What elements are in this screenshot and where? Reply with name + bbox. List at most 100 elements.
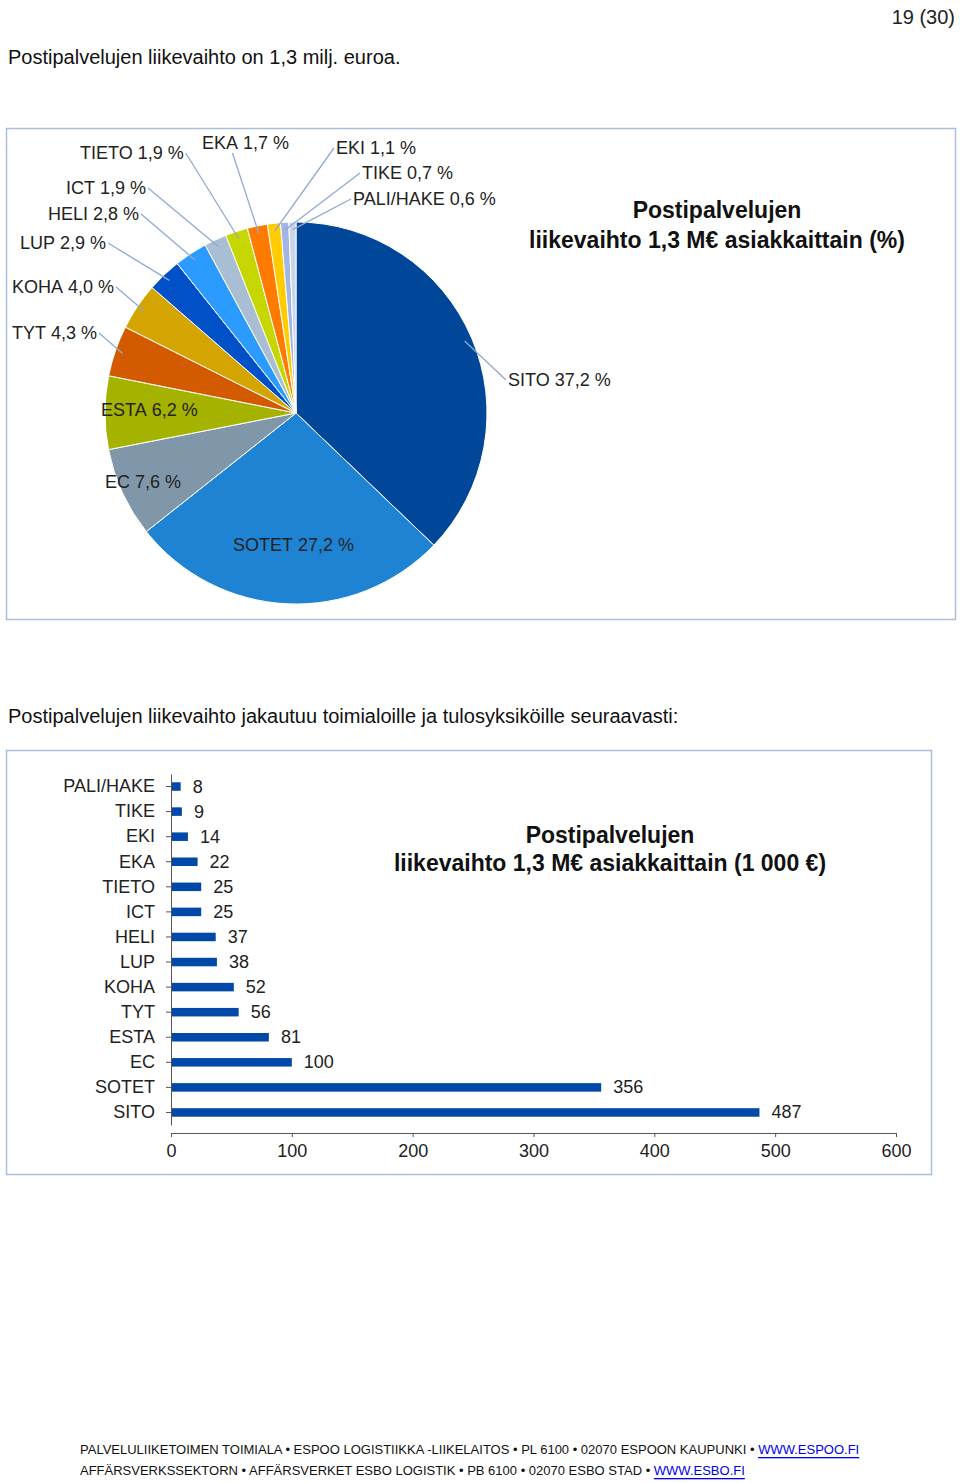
slice-labels: SITO37,2 %SOTET27,2 %EC7,6 %ESTA6,2 %TYT… (12, 133, 611, 555)
y-axis: PALI/HAKETIKEEKIEKATIETOICTHELILUPKOHATY… (63, 775, 171, 1126)
slice-category: EKA (202, 133, 238, 153)
tick-mark (166, 811, 171, 812)
tick-label: ESTA (109, 1027, 155, 1047)
slice-category: SOTET (233, 535, 293, 555)
slice-label: SITO37,2 % (508, 370, 611, 390)
slice-category: LUP (20, 233, 55, 253)
chart-frame (7, 751, 932, 1175)
slice-label: EKI1,1 % (336, 138, 416, 158)
bar (171, 832, 188, 841)
tick-mark (166, 962, 171, 963)
tick: SITO (113, 1102, 171, 1122)
slice-label: SOTET27,2 % (233, 535, 354, 555)
tick: 100 (277, 1133, 307, 1161)
tick-label: TYT (121, 1002, 155, 1022)
tick-mark (166, 886, 171, 887)
slice-value: 4,0 % (68, 277, 114, 297)
tick-mark (166, 936, 171, 937)
page: 19 (30)Postipalvelujen liikevaihto on 1,… (0, 0, 960, 1483)
data-label: 25 (213, 877, 233, 897)
data-labels: 89142225253738525681100356487 (193, 777, 802, 1123)
tick-label: 400 (640, 1141, 670, 1161)
slice-category: TIETO (80, 143, 133, 163)
tick: 300 (519, 1133, 549, 1161)
slice-label: EC7,6 % (105, 472, 181, 492)
slice-value: 0,6 % (450, 189, 496, 209)
tick-mark (654, 1133, 655, 1137)
leader-line (285, 173, 360, 230)
slice-category: PALI/HAKE (353, 189, 445, 209)
tick-mark (166, 836, 171, 837)
pie-chart: Postipalvelujenliikevaihto 1,3 M€ asiakk… (7, 129, 956, 620)
bar (171, 782, 181, 791)
bar (171, 1108, 759, 1117)
tick: HELI (115, 927, 171, 947)
leader-line (186, 153, 239, 239)
slice-label: KOHA4,0 % (12, 277, 114, 297)
data-label: 100 (304, 1052, 334, 1072)
slice-label: TYT4,3 % (12, 323, 97, 343)
data-label: 8 (193, 777, 203, 797)
slice-label: PALI/HAKE0,6 % (353, 189, 496, 209)
bar-chart: Postipalvelujenliikevaihto 1,3 M€ asiakk… (7, 751, 932, 1175)
tick-label: PALI/HAKE (63, 776, 155, 796)
slice-value: 6,2 % (152, 400, 198, 420)
footer-link[interactable]: WWW.ESBO.FI (654, 1463, 745, 1478)
tick: 0 (166, 1133, 176, 1161)
tick: TYT (121, 1002, 171, 1022)
tick-mark (166, 861, 171, 862)
leader-line (108, 243, 169, 280)
footer-link[interactable]: WWW.ESPOO.FI (758, 1442, 859, 1457)
leader-line (275, 148, 334, 231)
tick: TIKE (115, 801, 171, 821)
tick-mark (166, 1112, 171, 1113)
tick-mark (166, 911, 171, 912)
tick-label: EKI (126, 826, 155, 846)
leader-line (148, 188, 218, 247)
data-label: 37 (228, 927, 248, 947)
data-label: 38 (229, 952, 249, 972)
slice-category: ICT (66, 178, 95, 198)
bar (171, 958, 217, 967)
bar (171, 883, 201, 892)
slice-label: HELI2,8 % (48, 204, 139, 224)
chart-frame (7, 129, 956, 620)
slice-category: HELI (48, 204, 88, 224)
slice-value: 1,7 % (243, 133, 289, 153)
slice-category: KOHA (12, 277, 63, 297)
leader-line (293, 199, 351, 230)
data-label: 356 (613, 1077, 643, 1097)
slice-value: 0,7 % (407, 163, 453, 183)
tick-mark (166, 1087, 171, 1088)
tick: 600 (881, 1133, 911, 1161)
bar (171, 983, 234, 992)
tick-label: 200 (398, 1141, 428, 1161)
leader-line (99, 333, 123, 353)
tick-label: 0 (166, 1141, 176, 1161)
slice-value: 7,6 % (135, 472, 181, 492)
tick-label: HELI (115, 927, 155, 947)
slice-value: 37,2 % (555, 370, 611, 390)
pie-slice (267, 223, 296, 413)
tick-mark (413, 1133, 414, 1137)
x-axis: 0100200300400500600 (166, 1133, 911, 1161)
slice-value: 2,9 % (60, 233, 106, 253)
data-label: 487 (771, 1102, 801, 1122)
tick: ICT (126, 902, 171, 922)
bar (171, 807, 182, 816)
tick: EC (130, 1052, 171, 1072)
tick-mark (166, 1012, 171, 1013)
tick: EKI (126, 826, 171, 846)
tick-mark (166, 786, 171, 787)
slice-label: ICT1,9 % (66, 178, 146, 198)
tick-mark (534, 1133, 535, 1137)
tick-label: 600 (881, 1141, 911, 1161)
tick-label: SITO (113, 1102, 155, 1122)
tick-label: ICT (126, 902, 155, 922)
pie-slice (280, 222, 296, 413)
bars (171, 782, 759, 1116)
chart-title: Postipalvelujenliikevaihto 1,3 M€ asiakk… (394, 822, 826, 876)
slice-category: TYT (12, 323, 46, 343)
tick-mark (775, 1133, 776, 1137)
leader-line (232, 153, 258, 233)
